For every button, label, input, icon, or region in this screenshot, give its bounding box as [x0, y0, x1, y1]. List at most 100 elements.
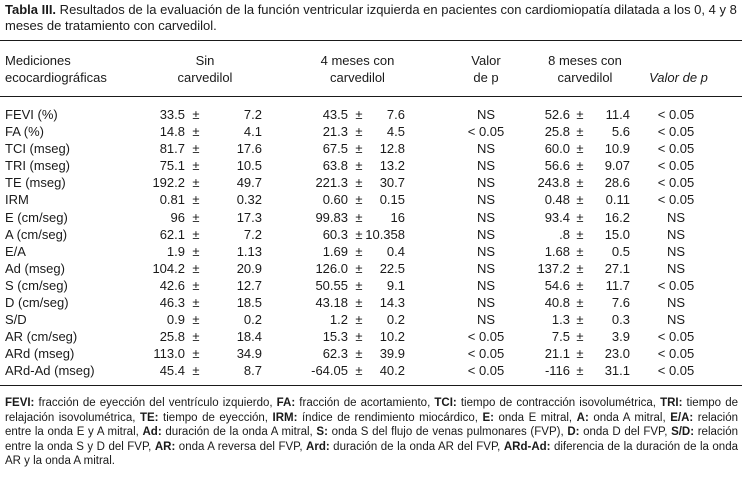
row-label: S (cm/seg): [5, 277, 68, 293]
plus-minus: ±: [355, 295, 363, 311]
ocho-meses-sd: 0.5: [611, 243, 630, 259]
row-label: FEVI (%): [5, 107, 58, 122]
row-label: Ad (mseg): [5, 260, 65, 276]
sin-carvedilol-mean: 62.1: [159, 226, 185, 242]
ocho-meses-mean: .8: [559, 226, 570, 242]
plus-minus: ±: [192, 277, 200, 293]
header-sin-carvedilol: Sin carvedilol: [177, 53, 233, 85]
abbrev-term: IRM:: [272, 411, 298, 424]
cuatro-meses-sd: 14.3: [379, 295, 405, 311]
plus-minus: ±: [192, 158, 200, 174]
ocho-meses-sd: 11.4: [605, 107, 630, 122]
plus-minus: ±: [192, 226, 200, 242]
p-value-8m: NS: [666, 295, 686, 311]
abbrev-term: Ad:: [142, 426, 162, 439]
row-label: E (cm/seg): [5, 209, 68, 225]
sin-carvedilol-sd: 49.7: [236, 175, 262, 191]
p-value-4m: < 0.05: [467, 363, 505, 379]
row-label: TCI (mseg): [5, 141, 70, 157]
caption-text: Resultados de la evaluación de la funció…: [5, 2, 737, 33]
cuatro-meses-mean: 126.0: [315, 260, 348, 276]
ocho-meses-mean: -116: [544, 363, 570, 379]
abbrev-definition: tiempo de contracción isovolumétrica,: [456, 397, 661, 409]
cuatro-meses-mean: 21.3: [322, 124, 348, 140]
p-value-8m: NS: [666, 226, 686, 242]
table-row: IRM 0.81 ±0.32 0.60 ±0.15 NS 0.48 ±0.11 < 0.05: [0, 191, 742, 208]
plus-minus: ±: [576, 175, 584, 191]
cuatro-meses-mean: 43.5: [322, 107, 348, 122]
plus-minus: ±: [355, 346, 363, 362]
p-value-4m: NS: [476, 192, 496, 208]
abbrev-term: ARd-Ad:: [503, 440, 551, 453]
plus-minus: ±: [576, 226, 584, 242]
table-row: S/D 0.9 ±0.2 1.2 ±0.2 NS 1.3 ±0.3 NS: [0, 311, 742, 328]
p-value-4m: NS: [476, 226, 496, 242]
cuatro-meses-sd: 0.15: [379, 192, 405, 208]
abbrev-term: A:: [576, 411, 589, 424]
sin-carvedilol-mean: 25.8: [159, 329, 185, 345]
plus-minus: ±: [192, 209, 200, 225]
row-label: E/A: [5, 243, 26, 259]
p-value-8m: < 0.05: [657, 175, 695, 191]
table-row: A (cm/seg) 62.1 ±7.2 60.3 ±10.358 NS .8 ±15.0 NS: [0, 226, 742, 243]
p-value-4m: NS: [476, 277, 496, 293]
plus-minus: ±: [355, 141, 363, 157]
plus-minus: ±: [355, 192, 363, 208]
ocho-meses-mean: 243.8: [537, 175, 570, 191]
ocho-meses-sd: 31.1: [604, 363, 630, 379]
p-value-8m: < 0.05: [657, 124, 695, 140]
plus-minus: ±: [576, 192, 584, 208]
abbrev-term: TE:: [139, 411, 159, 424]
plus-minus: ±: [576, 346, 584, 362]
plus-minus: ±: [192, 346, 200, 362]
table-row: E/A 1.9 ±1.13 1.69 ±0.4 NS 1.68 ±0.5 NS: [0, 243, 742, 260]
p-value-8m: < 0.05: [657, 363, 695, 379]
cuatro-meses-mean: 15.3: [322, 329, 348, 345]
sin-carvedilol-mean: 1.9: [166, 243, 185, 259]
plus-minus: ±: [192, 192, 200, 208]
p-value-4m: NS: [476, 312, 496, 328]
sin-carvedilol-sd: 12.7: [236, 277, 262, 293]
ocho-meses-sd: 0.3: [611, 312, 630, 328]
ocho-meses-mean: 0.48: [544, 192, 570, 208]
plus-minus: ±: [355, 107, 363, 122]
abbrev-definition: relación entre la onda E y A mitral,: [5, 411, 739, 439]
sin-carvedilol-sd: 18.4: [236, 329, 262, 345]
sin-carvedilol-sd: 0.2: [243, 312, 262, 328]
plus-minus: ±: [192, 175, 200, 191]
caption-label: Tabla III.: [5, 2, 57, 17]
table-row: ARd-Ad (mseg) 45.4 ±8.7 -64.05 ±40.2 < 0.05 -1…: [0, 362, 742, 379]
plus-minus: ±: [192, 141, 200, 157]
cuatro-meses-sd: 13.2: [379, 158, 405, 174]
ocho-meses-sd: 10.9: [604, 141, 630, 157]
sin-carvedilol-mean: 81.7: [159, 141, 185, 157]
ocho-meses-mean: 56.6: [544, 158, 570, 174]
header-rule: [0, 96, 742, 97]
abbrev-definition: diferencia de la duración de la onda AR …: [5, 440, 738, 468]
plus-minus: ±: [355, 209, 363, 225]
table-row: ARd (mseg) 113.0 ±34.9 62.3 ±39.9 < 0.05 21.1 ±…: [0, 345, 742, 362]
top-rule: [0, 40, 742, 41]
plus-minus: ±: [355, 260, 363, 276]
p-value-4m: NS: [476, 107, 496, 122]
ocho-meses-mean: 93.4: [544, 209, 570, 225]
cuatro-meses-sd: 40.2: [379, 363, 405, 379]
cuatro-meses-sd: 22.5: [379, 260, 405, 276]
abbrev-definition: fracción de eyección del ventrículo izqu…: [34, 397, 277, 409]
ocho-meses-mean: 52.6: [544, 107, 570, 122]
ocho-meses-mean: 1.68: [544, 243, 570, 259]
sin-carvedilol-mean: 104.2: [152, 260, 185, 276]
sin-carvedilol-sd: 17.6: [236, 141, 262, 157]
table-caption: Tabla III. Resultados de la evaluación d…: [5, 2, 737, 34]
abbrev-term: E/A:: [670, 411, 694, 424]
table-row: FEVI (%) 33.5 ±7.2 43.5 ±7.6 NS 52.6 ±11.4 < 0.0…: [0, 106, 742, 123]
plus-minus: ±: [576, 107, 584, 122]
plus-minus: ±: [355, 243, 363, 259]
abbrev-definition: duración de la onda A mitral,: [161, 426, 317, 439]
cuatro-meses-sd: 10.358: [365, 226, 405, 242]
sin-carvedilol-mean: 42.6: [159, 277, 185, 293]
plus-minus: ±: [576, 158, 584, 174]
plus-minus: ±: [576, 363, 584, 379]
sin-carvedilol-sd: 10.5: [236, 158, 262, 174]
ocho-meses-sd: 11.7: [605, 277, 630, 293]
